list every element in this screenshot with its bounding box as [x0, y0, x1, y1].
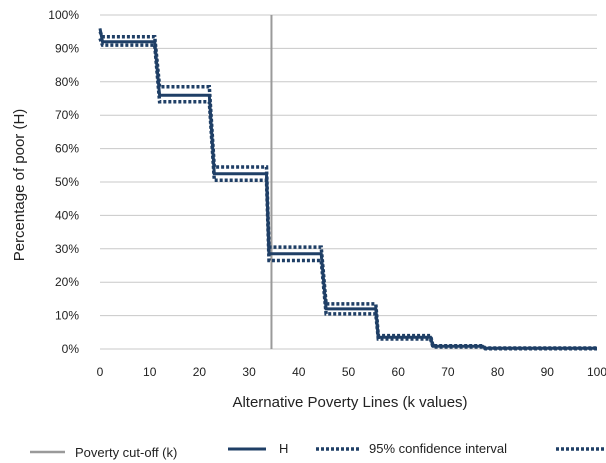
x-tick-label: 50 [342, 365, 356, 379]
y-tick-label: 40% [55, 208, 79, 222]
y-tick-label: 90% [55, 41, 79, 55]
x-tick-label: 100 [587, 365, 606, 379]
series-line-h [98, 28, 597, 350]
y-tick-label: 0% [62, 342, 80, 356]
series-line-ci-1 [98, 30, 597, 350]
y-tick-label: 20% [55, 275, 79, 289]
legend: Poverty cut-off (k) H 95% confidence int… [30, 441, 606, 460]
x-axis-ticks: 0 10 20 30 40 50 60 70 80 90 100 [97, 365, 606, 379]
x-tick-label: 90 [541, 365, 555, 379]
y-tick-label: 30% [55, 242, 79, 256]
legend-label-ci: 95% confidence interval [369, 441, 507, 456]
series-lines [98, 28, 597, 351]
x-tick-label: 60 [392, 365, 406, 379]
y-tick-label: 10% [55, 309, 79, 323]
x-axis-title: Alternative Poverty Lines (k values) [232, 394, 467, 411]
gridlines [100, 14, 597, 350]
y-tick-label: 60% [55, 142, 79, 156]
x-tick-label: 0 [97, 365, 104, 379]
x-tick-label: 10 [143, 365, 157, 379]
y-tick-label: 50% [55, 175, 79, 189]
x-tick-label: 80 [491, 365, 505, 379]
y-tick-label: 100% [48, 8, 79, 22]
legend-label-h: H [279, 441, 288, 456]
x-tick-label: 40 [292, 365, 306, 379]
y-tick-label: 80% [55, 75, 79, 89]
x-tick-label: 20 [193, 365, 207, 379]
x-tick-label: 70 [441, 365, 455, 379]
legend-label-cutoff: Poverty cut-off (k) [75, 445, 177, 460]
series-line-ci-2 [98, 37, 597, 351]
y-axis-title: Percentage of poor (H) [11, 109, 28, 262]
x-tick-label: 30 [242, 365, 256, 379]
y-axis-ticks: 0% 10% 20% 30% 40% 50% 60% 70% 80% 90% 100% [48, 8, 79, 356]
y-tick-label: 70% [55, 108, 79, 122]
